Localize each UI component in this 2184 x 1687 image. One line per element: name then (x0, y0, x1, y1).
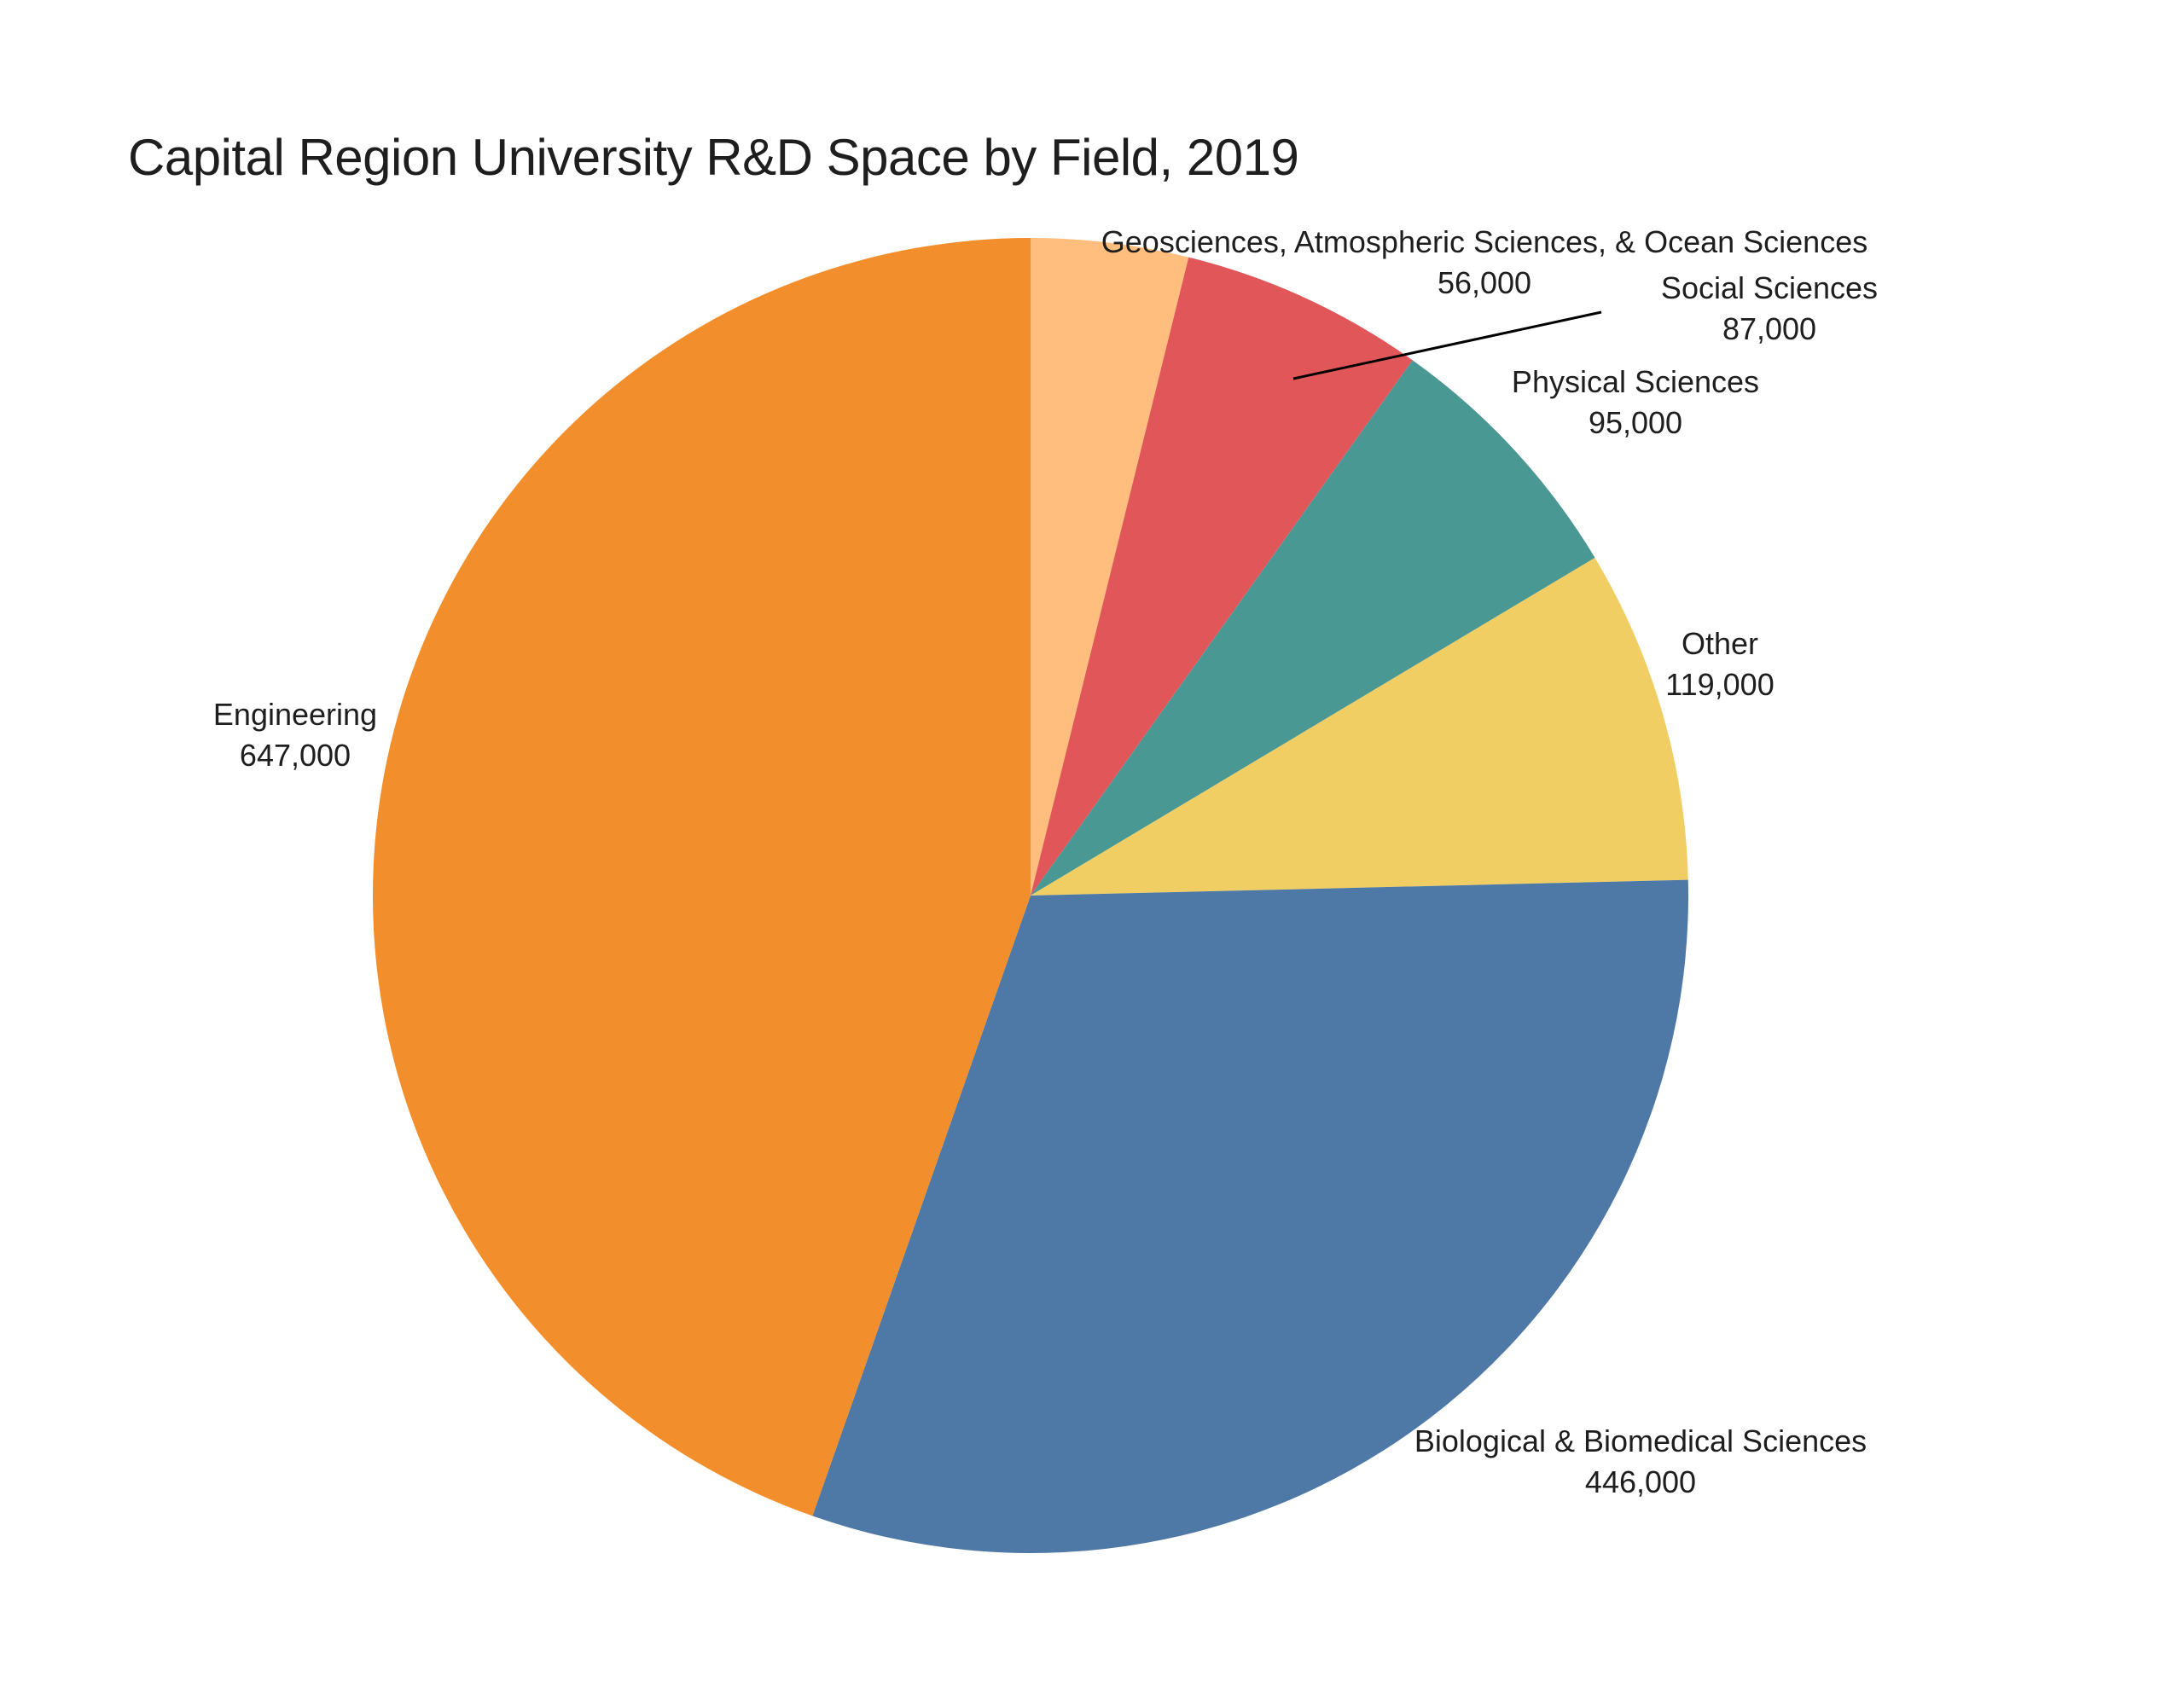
pie-slice-other[interactable] (1031, 557, 1688, 896)
slice-name: Geosciences, Atmospheric Sciences, & Oce… (1101, 224, 1868, 259)
label-biological-biomedical-sciences: Biological & Biomedical Sciences 446,000 (1414, 1421, 1867, 1503)
slice-value: 446,000 (1584, 1464, 1697, 1499)
chart-title: Capital Region University R&D Space by F… (128, 129, 1299, 186)
pie-slice-social-sciences[interactable] (1031, 257, 1413, 896)
slice-name: Other (1681, 626, 1759, 661)
slice-value: 119,000 (1665, 667, 1774, 702)
pie-slice-engineering[interactable] (372, 238, 1031, 1516)
label-other: Other 119,000 (1665, 623, 1774, 705)
slice-value: 95,000 (1588, 405, 1683, 440)
slice-name: Physical Sciences (1511, 364, 1760, 399)
slice-name: Social Sciences (1660, 270, 1879, 305)
leader-line-social-sciences (1292, 310, 1602, 380)
pie-slice-geosciences-atmospheric-sciences-ocean-sciences[interactable] (1031, 238, 1189, 896)
label-social-sciences: Social Sciences 87,000 (1661, 268, 1878, 350)
label-geosciences: Geosciences, Atmospheric Sciences, & Oce… (1101, 222, 1867, 304)
pie-slice-biological-biomedical-sciences[interactable] (812, 879, 1688, 1554)
pie-slices-group (372, 238, 1688, 1554)
slice-value: 647,000 (239, 738, 351, 773)
label-engineering: Engineering 647,000 (213, 694, 377, 776)
slice-value: 56,000 (1437, 265, 1532, 300)
pie-slice-physical-sciences[interactable] (1031, 360, 1595, 896)
slice-name: Biological & Biomedical Sciences (1414, 1423, 1867, 1458)
slice-value: 87,000 (1722, 311, 1817, 346)
label-physical-sciences: Physical Sciences 95,000 (1512, 362, 1759, 443)
slice-name: Engineering (212, 697, 378, 732)
